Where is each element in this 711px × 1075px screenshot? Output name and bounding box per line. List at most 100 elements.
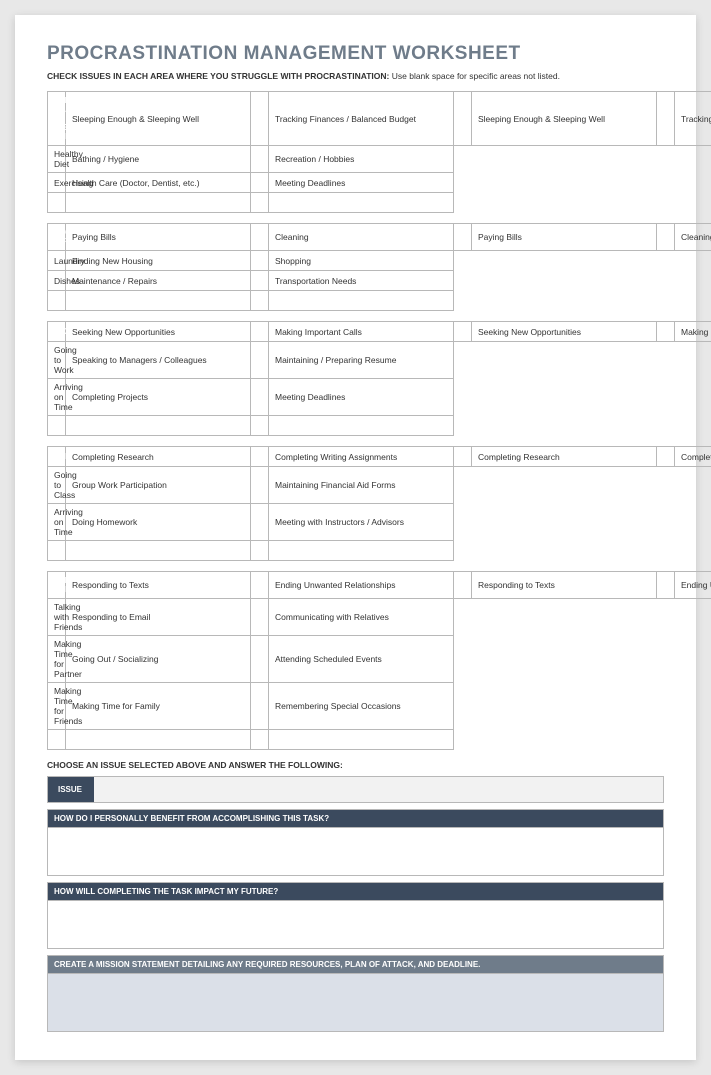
item-cell: Completing Research — [472, 447, 657, 467]
check-cell[interactable] — [657, 224, 675, 251]
table-row — [48, 541, 711, 561]
item-cell: Maintaining Financial Aid Forms — [269, 467, 454, 504]
item-cell: Going Out / Socializing — [66, 636, 251, 683]
item-cell: Making Important Calls — [269, 322, 454, 342]
item-cell — [269, 291, 454, 311]
item-cell: Seeking New Opportunities — [66, 322, 251, 342]
item-cell: Making Important Calls — [675, 322, 711, 342]
section-table: PERSONAL RELATIONSHIPSResponding to Text… — [47, 571, 711, 750]
choose-heading: CHOOSE AN ISSUE SELECTED ABOVE AND ANSWE… — [47, 760, 664, 770]
table-row: HOME LIFEPaying BillsCleaningPaying Bill… — [48, 224, 711, 251]
check-cell[interactable] — [48, 416, 66, 436]
item-cell: Bathing / Hygiene — [66, 146, 251, 173]
item-cell — [66, 730, 251, 750]
sections-container: PERSONAL HEALTH / WELL-BEINGSleeping Eno… — [47, 91, 664, 750]
item-cell: Completing Writing Assignments — [675, 447, 711, 467]
check-cell[interactable] — [251, 193, 269, 213]
check-cell[interactable] — [454, 447, 472, 467]
table-row: Making Time for PartnerGoing Out / Socia… — [48, 636, 711, 683]
check-cell[interactable] — [454, 322, 472, 342]
check-cell[interactable] — [251, 342, 269, 379]
item-cell: Maintenance / Repairs — [66, 271, 251, 291]
check-cell[interactable] — [251, 379, 269, 416]
check-cell[interactable] — [251, 504, 269, 541]
check-cell[interactable] — [251, 636, 269, 683]
table-row: Arriving on TimeCompleting ProjectsMeeti… — [48, 379, 711, 416]
issue-input-area[interactable] — [94, 777, 663, 802]
section-table: HOME LIFEPaying BillsCleaningPaying Bill… — [47, 223, 711, 311]
item-cell: Paying Bills — [472, 224, 657, 251]
item-cell — [66, 541, 251, 561]
check-cell[interactable] — [454, 224, 472, 251]
check-cell[interactable] — [48, 541, 66, 561]
check-cell[interactable] — [657, 447, 675, 467]
item-cell: Shopping — [269, 251, 454, 271]
item-cell: Health Care (Doctor, Dentist, etc.) — [66, 173, 251, 193]
check-cell[interactable] — [251, 467, 269, 504]
item-cell: Seeking New Opportunities — [472, 322, 657, 342]
question-1-body[interactable] — [47, 828, 664, 876]
question-2-body[interactable] — [47, 901, 664, 949]
item-cell: Doing Homework — [66, 504, 251, 541]
issue-label: ISSUE — [48, 777, 94, 802]
item-cell: Transportation Needs — [269, 271, 454, 291]
item-cell: Paying Bills — [66, 224, 251, 251]
item-cell: Cleaning — [269, 224, 454, 251]
mission-header: CREATE A MISSION STATEMENT DETAILING ANY… — [47, 955, 664, 974]
check-cell[interactable] — [251, 416, 269, 436]
section-table: PERSONAL HEALTH / WELL-BEINGSleeping Eno… — [47, 91, 711, 213]
table-row — [48, 291, 711, 311]
mission-body[interactable] — [47, 974, 664, 1032]
item-cell — [66, 291, 251, 311]
check-cell[interactable] — [657, 322, 675, 342]
check-cell[interactable] — [251, 572, 269, 599]
check-cell[interactable] — [251, 224, 269, 251]
item-cell: Maintaining / Preparing Resume — [269, 342, 454, 379]
item-cell: Making Time for Family — [66, 683, 251, 730]
check-cell[interactable] — [251, 730, 269, 750]
check-cell[interactable] — [657, 572, 675, 599]
check-cell[interactable] — [48, 291, 66, 311]
check-cell[interactable] — [251, 683, 269, 730]
instruction-rest: Use blank space for specific areas not l… — [389, 71, 560, 81]
item-cell: Recreation / Hobbies — [269, 146, 454, 173]
item-cell: Ending Unwanted Relationships — [269, 572, 454, 599]
table-row: Going to ClassGroup Work ParticipationMa… — [48, 467, 711, 504]
check-cell[interactable] — [251, 173, 269, 193]
item-cell: Communicating with Relatives — [269, 599, 454, 636]
check-cell[interactable] — [251, 447, 269, 467]
item-cell: Meeting Deadlines — [269, 173, 454, 193]
item-cell — [269, 193, 454, 213]
check-cell[interactable] — [48, 193, 66, 213]
check-cell[interactable] — [251, 541, 269, 561]
check-cell[interactable] — [251, 271, 269, 291]
item-cell: Speaking to Managers / Colleagues — [66, 342, 251, 379]
item-cell: Responding to Texts — [472, 572, 657, 599]
check-cell[interactable] — [251, 146, 269, 173]
item-cell — [269, 730, 454, 750]
issue-row: ISSUE — [47, 776, 664, 803]
instruction-bold: CHECK ISSUES IN EACH AREA WHERE YOU STRU… — [47, 71, 389, 81]
table-row: LaundryFinding New HousingShopping — [48, 251, 711, 271]
table-row: Arriving on TimeDoing HomeworkMeeting wi… — [48, 504, 711, 541]
item-cell: Group Work Participation — [66, 467, 251, 504]
check-cell[interactable] — [48, 730, 66, 750]
table-row: Making Time for FriendsMaking Time for F… — [48, 683, 711, 730]
item-cell: Completing Writing Assignments — [269, 447, 454, 467]
item-cell: Tracking Finances / Balanced Budget — [675, 92, 711, 146]
check-cell[interactable] — [251, 291, 269, 311]
question-1-header: HOW DO I PERSONALLY BENEFIT FROM ACCOMPL… — [47, 809, 664, 828]
item-cell: Sleeping Enough & Sleeping Well — [472, 92, 657, 146]
check-cell[interactable] — [251, 322, 269, 342]
item-cell: Completing Projects — [66, 379, 251, 416]
table-row: Going to WorkSpeaking to Managers / Coll… — [48, 342, 711, 379]
check-cell[interactable] — [454, 572, 472, 599]
check-cell[interactable] — [251, 92, 269, 146]
check-cell[interactable] — [251, 251, 269, 271]
check-cell[interactable] — [657, 92, 675, 146]
item-cell: Responding to Email — [66, 599, 251, 636]
item-cell: Attending Scheduled Events — [269, 636, 454, 683]
instruction-text: CHECK ISSUES IN EACH AREA WHERE YOU STRU… — [47, 71, 664, 81]
check-cell[interactable] — [454, 92, 472, 146]
check-cell[interactable] — [251, 599, 269, 636]
